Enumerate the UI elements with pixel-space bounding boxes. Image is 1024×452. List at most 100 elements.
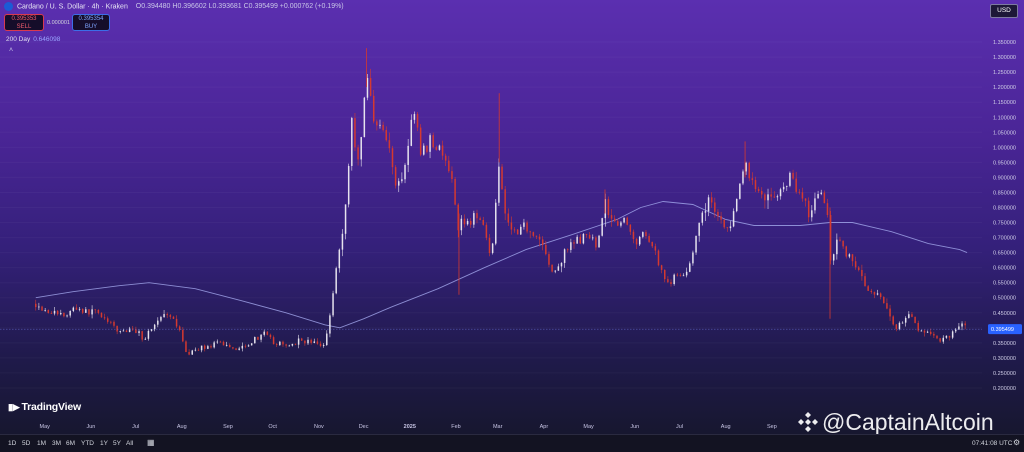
- candle-body: [244, 345, 247, 347]
- candle-body: [347, 165, 350, 205]
- candle-body: [692, 252, 694, 264]
- candle-body: [964, 323, 966, 326]
- candle-body: [291, 343, 294, 346]
- candle-body: [332, 293, 334, 316]
- candle-body: [210, 346, 212, 348]
- candle-body: [247, 345, 250, 347]
- candle-body: [50, 313, 53, 314]
- range-5y-button[interactable]: 5Y: [113, 440, 121, 447]
- candle-body: [382, 124, 384, 131]
- candle-body: [473, 213, 475, 225]
- candle-body: [726, 227, 729, 229]
- y-tick-label: 0.700000: [993, 236, 1016, 242]
- candle-body: [876, 293, 879, 295]
- candle-body: [272, 337, 275, 345]
- candle-body: [238, 348, 240, 350]
- candle-body: [479, 218, 481, 220]
- range-1d-button[interactable]: 1D: [8, 440, 17, 447]
- candle-body: [263, 331, 265, 335]
- candle-body: [448, 160, 450, 172]
- utc-clock[interactable]: 07:41:08 UTC: [972, 440, 1013, 447]
- candle-body: [901, 322, 904, 324]
- candle-body: [710, 197, 713, 203]
- candle-body: [529, 231, 531, 233]
- range-all-button[interactable]: All: [126, 440, 134, 447]
- candle-body: [748, 162, 750, 179]
- candle-body: [548, 254, 550, 265]
- candle-body: [254, 337, 256, 344]
- candle-body: [739, 183, 741, 199]
- ohlc-readout: O0.394480 H0.396602 L0.393681 C0.395499 …: [135, 3, 344, 11]
- candle-body: [732, 211, 735, 227]
- candle-body: [770, 194, 772, 197]
- range-ytd-button[interactable]: YTD: [81, 440, 94, 447]
- candle-body: [288, 345, 290, 347]
- sell-price: 0.395353: [11, 16, 37, 22]
- candle-body: [482, 219, 485, 225]
- candle-body: [817, 194, 819, 199]
- candle-body: [53, 310, 56, 314]
- candle-body: [620, 222, 622, 226]
- candle-body: [720, 216, 722, 220]
- last-price-label: 0.395499: [991, 327, 1014, 333]
- candle-body: [128, 328, 131, 333]
- candle-body: [820, 192, 822, 195]
- candle-body: [698, 222, 700, 236]
- buy-button[interactable]: 0.395354 BUY: [72, 14, 110, 31]
- candle-body: [629, 224, 632, 232]
- candle-body: [157, 320, 159, 325]
- collapse-chevron-icon[interactable]: ˄: [9, 47, 14, 54]
- candle-body: [441, 145, 444, 156]
- x-tick-label: Mar: [493, 424, 503, 430]
- candle-body: [419, 127, 422, 155]
- candle-body: [723, 219, 725, 228]
- candle-body: [175, 318, 178, 327]
- currency-button[interactable]: USD: [990, 4, 1018, 18]
- y-tick-label: 0.750000: [993, 221, 1016, 227]
- sell-button[interactable]: 0.395353 SELL: [4, 14, 44, 31]
- x-tick-label: Aug: [177, 424, 187, 430]
- candle-body: [854, 261, 857, 268]
- range-1y-button[interactable]: 1Y: [100, 440, 108, 447]
- candle-body: [426, 145, 428, 152]
- candle-body: [432, 135, 434, 148]
- candle-body: [842, 240, 844, 247]
- range-5d-button[interactable]: 5D: [22, 440, 31, 447]
- candle-body: [379, 124, 381, 126]
- tradingview-logo[interactable]: ▮▶ TradingView: [8, 401, 81, 413]
- price-chart[interactable]: 1.350000 1.300000 1.250000 1.200000 1.150000…: [0, 0, 1024, 434]
- y-tick-label: 0.300000: [993, 356, 1016, 362]
- candle-body: [344, 204, 347, 234]
- candle-body: [892, 316, 894, 325]
- gear-icon[interactable]: ⚙: [1013, 438, 1021, 447]
- range-6m-button[interactable]: 6M: [66, 440, 76, 447]
- candle-body: [150, 329, 153, 331]
- candle-body: [103, 317, 106, 319]
- y-tick-label: 1.300000: [993, 55, 1016, 61]
- symbol-title[interactable]: Cardano / U. S. Dollar · 4h · Kraken: [16, 3, 128, 11]
- candle-body: [413, 114, 416, 120]
- candle-body: [585, 233, 588, 235]
- candle-body: [56, 310, 59, 315]
- candle-body: [444, 155, 447, 161]
- candle-body: [811, 210, 813, 218]
- candle-body: [607, 199, 610, 216]
- candle-body: [510, 222, 513, 230]
- candle-body: [160, 317, 162, 321]
- y-tick-label: 1.150000: [993, 100, 1016, 106]
- candle-body: [326, 333, 328, 346]
- candle-body: [401, 179, 403, 182]
- calendar-icon[interactable]: ▦: [147, 438, 155, 447]
- y-tick-label: 1.250000: [993, 70, 1016, 76]
- range-3m-button[interactable]: 3M: [52, 440, 62, 447]
- range-1m-button[interactable]: 1M: [37, 440, 47, 447]
- candle-body: [592, 237, 594, 239]
- indicator-legend[interactable]: 200 Day 0.646098: [6, 36, 60, 43]
- candle-body: [670, 282, 672, 284]
- candle-body: [936, 335, 938, 339]
- candle-body: [357, 147, 359, 160]
- candle-body: [648, 236, 650, 242]
- candle-body: [235, 348, 237, 350]
- candle-body: [72, 307, 75, 311]
- candle-body: [638, 236, 641, 245]
